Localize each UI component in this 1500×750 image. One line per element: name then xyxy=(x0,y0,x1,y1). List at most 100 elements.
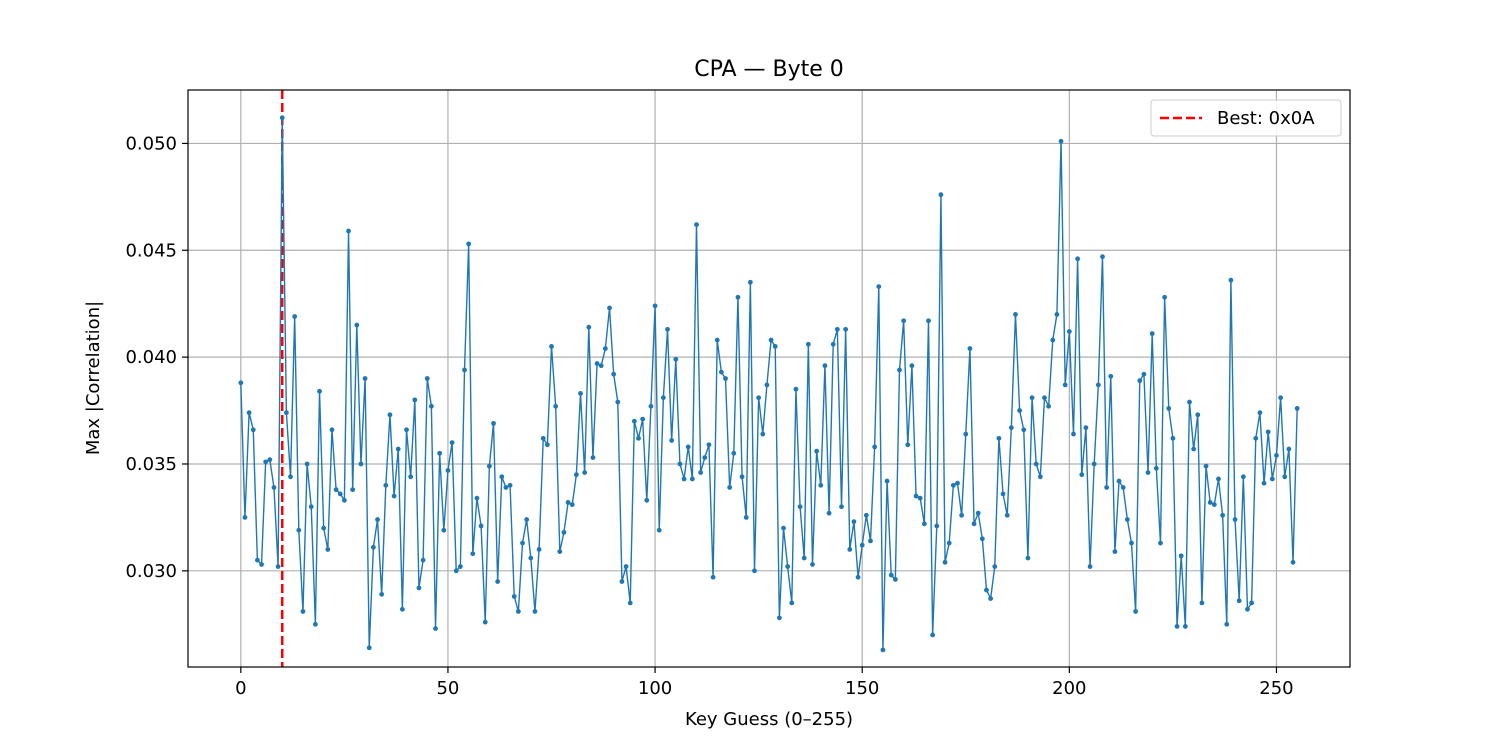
data-point xyxy=(818,482,824,488)
data-point xyxy=(540,435,546,441)
data-point xyxy=(250,427,256,433)
data-point xyxy=(474,495,480,501)
data-point xyxy=(254,557,260,563)
data-point xyxy=(1066,329,1072,334)
data-point xyxy=(731,450,737,456)
data-point xyxy=(354,322,360,328)
data-point xyxy=(308,504,314,510)
x-tick-label: 150 xyxy=(845,678,879,699)
data-point xyxy=(511,594,517,599)
data-point xyxy=(283,410,289,416)
data-point xyxy=(590,455,596,460)
data-point xyxy=(1249,600,1255,606)
ticks: 0 50 100 150 200 250 0.030 0.035 0.040 0.045 0.050 xyxy=(125,133,1293,699)
data-point xyxy=(453,568,459,574)
data-point xyxy=(1158,540,1163,546)
data-point xyxy=(1294,406,1300,411)
data-point xyxy=(346,228,351,234)
data-point xyxy=(1137,378,1143,384)
data-point xyxy=(428,403,434,409)
data-point xyxy=(781,525,786,531)
data-point xyxy=(462,367,467,373)
data-point xyxy=(379,591,385,597)
data-point xyxy=(797,504,803,510)
data-point xyxy=(358,461,364,467)
data-point xyxy=(242,515,248,520)
data-point xyxy=(805,341,811,347)
data-point xyxy=(1261,480,1267,486)
data-point xyxy=(785,564,791,569)
data-point xyxy=(959,512,965,518)
data-point xyxy=(760,431,766,437)
data-point xyxy=(938,192,944,198)
data-point xyxy=(1104,485,1110,490)
data-point xyxy=(1199,600,1205,606)
data-point xyxy=(1054,311,1060,317)
data-point xyxy=(665,326,670,332)
legend: Best: 0x0A xyxy=(1150,99,1342,137)
series-layer xyxy=(238,115,1300,653)
data-point xyxy=(623,564,629,569)
data-point xyxy=(1120,485,1126,490)
data-point xyxy=(383,482,389,488)
data-point xyxy=(433,626,438,631)
data-point xyxy=(810,562,815,567)
data-point xyxy=(337,491,343,497)
data-point xyxy=(727,485,733,490)
data-point xyxy=(1166,406,1172,411)
data-point xyxy=(424,376,430,381)
data-point xyxy=(520,540,525,546)
data-point xyxy=(880,647,886,653)
data-point xyxy=(772,344,778,349)
data-point xyxy=(834,326,840,332)
data-point xyxy=(1286,446,1292,452)
x-tick-label: 100 xyxy=(638,678,672,699)
data-point xyxy=(1062,382,1068,388)
data-point xyxy=(561,529,567,535)
data-point xyxy=(1075,256,1081,262)
legend-label-best: Best: 0x0A xyxy=(1217,108,1315,129)
data-point xyxy=(627,600,633,606)
data-point xyxy=(1071,431,1076,437)
data-point xyxy=(888,572,894,578)
data-point xyxy=(607,305,612,311)
data-point xyxy=(640,416,646,422)
data-point xyxy=(677,461,683,467)
data-point xyxy=(685,444,691,450)
data-point xyxy=(975,510,981,516)
data-point xyxy=(801,555,807,561)
data-point xyxy=(1050,337,1056,343)
data-point xyxy=(569,502,575,507)
data-point xyxy=(279,115,285,121)
y-tick-label: 0.050 xyxy=(125,133,177,154)
data-point xyxy=(1100,254,1105,260)
data-point xyxy=(946,540,952,546)
data-point xyxy=(884,478,890,484)
data-point xyxy=(524,517,530,522)
data-point xyxy=(586,324,592,330)
data-point xyxy=(1207,500,1213,505)
data-point xyxy=(602,346,608,351)
data-point xyxy=(557,549,563,554)
data-point xyxy=(341,497,347,503)
data-point xyxy=(1108,373,1114,379)
data-point xyxy=(822,363,828,369)
data-point xyxy=(1029,395,1035,401)
data-point xyxy=(536,547,542,552)
data-point xyxy=(723,376,728,381)
data-point xyxy=(764,382,770,388)
data-point xyxy=(1112,549,1118,554)
data-point xyxy=(391,493,397,499)
data-point xyxy=(631,418,637,424)
data-point xyxy=(814,448,820,454)
data-point xyxy=(288,474,293,480)
data-point xyxy=(673,356,679,362)
data-point xyxy=(1025,555,1031,561)
data-point xyxy=(553,403,559,409)
data-point xyxy=(549,344,554,349)
data-point xyxy=(1257,410,1263,416)
data-point xyxy=(913,493,919,499)
data-point xyxy=(1170,435,1176,441)
data-point xyxy=(449,440,455,446)
